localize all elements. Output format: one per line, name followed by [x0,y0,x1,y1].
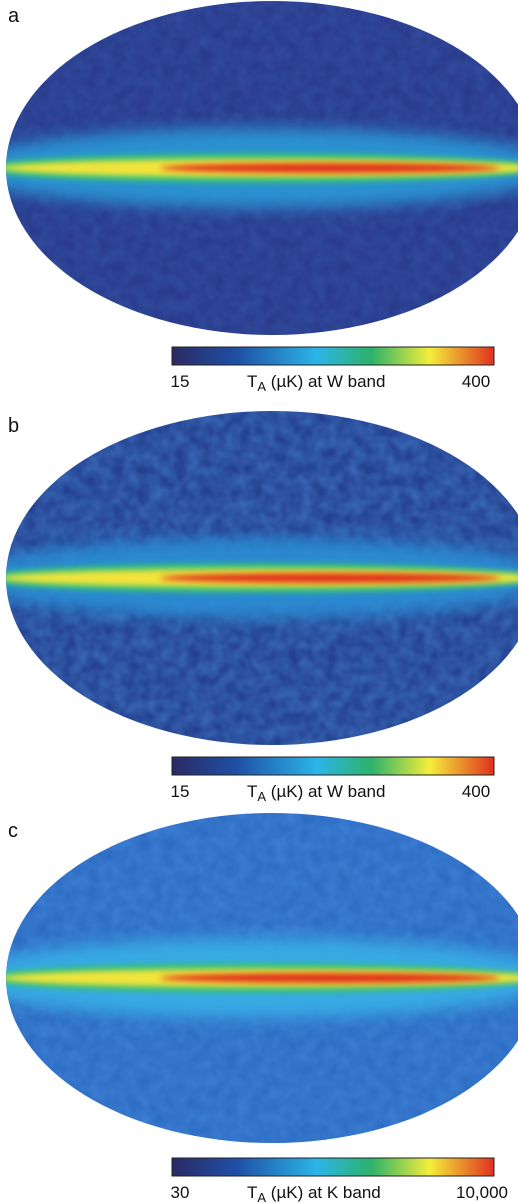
colorbar-caption: TA (µK) at W band [247,372,385,394]
symbol: T [247,372,257,391]
sky-map [6,813,518,1143]
colorbar-caption: TA (µK) at W band [247,782,385,804]
caption: (µK) at W band [266,782,385,801]
caption: (µK) at K band [266,1183,381,1202]
colorbar [171,1157,495,1177]
band-red [160,573,500,583]
colorbar-min: 15 [171,782,190,801]
colorbar-max: 400 [462,372,490,391]
colorbar-min: 15 [171,372,190,391]
colorbar [171,756,495,776]
subscript: A [257,789,266,804]
subscript: A [257,379,266,394]
panel-label: a [8,5,20,27]
colorbar [171,346,495,366]
band-red [160,973,500,983]
panel: a 15 400 TA (µK) at W band [6,1,518,394]
subscript: A [257,1190,266,1204]
colorbar-min: 30 [171,1183,190,1202]
band-red [160,163,500,173]
colorbar-caption: TA (µK) at K band [247,1183,381,1204]
sky-map [6,411,518,745]
panel: b 15 400 TA (µK) at W band [6,411,518,804]
symbol: T [247,782,257,801]
sky-map [6,1,518,335]
panel: c 30 10,000 TA (µK) at K band [6,813,518,1204]
panel-label: b [8,415,19,437]
symbol: T [247,1183,257,1202]
caption: (µK) at W band [266,372,385,391]
colorbar-max: 400 [462,782,490,801]
colorbar-max: 10,000 [456,1183,508,1202]
panel-label: c [8,820,18,842]
